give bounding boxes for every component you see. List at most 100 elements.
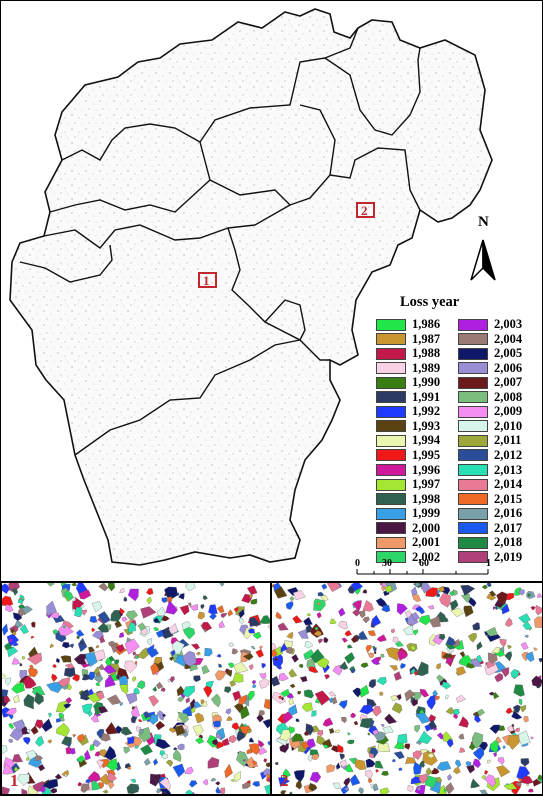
loss-patch (30, 635, 34, 639)
loss-patch (520, 758, 530, 767)
loss-patch (21, 788, 28, 794)
legend-swatch (458, 333, 488, 346)
legend-year-label: 2,005 (494, 346, 523, 361)
loss-patch (173, 747, 178, 751)
loss-patch (61, 642, 70, 649)
loss-patch (323, 636, 329, 643)
loss-patch (201, 701, 208, 707)
legend-swatch (376, 420, 406, 433)
loss-patch (353, 720, 359, 726)
loss-patch (396, 693, 402, 701)
loss-patch (106, 758, 118, 771)
loss-patch (107, 641, 116, 647)
loss-patch (415, 712, 431, 724)
legend-year-label: 1,990 (412, 375, 441, 390)
loss-patch (229, 680, 237, 688)
loss-patch (218, 663, 223, 668)
loss-patch (526, 591, 536, 599)
legend-year-label: 2,007 (494, 375, 523, 390)
loss-patch (31, 621, 36, 628)
loss-patch (182, 650, 197, 667)
loss-patch (498, 725, 506, 731)
legend-swatch (376, 333, 406, 346)
loss-patch (149, 714, 159, 725)
loss-patch (156, 681, 164, 690)
loss-patch (63, 667, 76, 678)
legend-year-label: 2,006 (494, 360, 523, 375)
loss-patch (384, 713, 398, 725)
loss-patch (236, 751, 249, 767)
loss-patch (157, 710, 165, 721)
loss-patch (4, 695, 11, 704)
loss-patch (258, 739, 265, 748)
legend-swatch (458, 434, 488, 447)
loss-patch (80, 689, 91, 701)
prefecture-border (199, 27, 359, 143)
legend-year-label: 2,000 (412, 520, 441, 535)
scale-tick-label: 60 (419, 558, 429, 569)
loss-patch (459, 747, 466, 753)
loss-patch (228, 642, 235, 647)
loss-patch (359, 704, 374, 715)
loss-patch (514, 727, 520, 733)
loss-patch (2, 763, 15, 775)
loss-patch (200, 604, 205, 610)
loss-patch (106, 694, 122, 705)
loss-patch (91, 779, 101, 791)
loss-patch (23, 693, 35, 710)
loss-patch (292, 733, 305, 743)
loss-patch (326, 583, 342, 592)
loss-patch (337, 744, 344, 753)
prefecture-border (19, 244, 113, 283)
loss-patch (139, 728, 144, 735)
legend-year-label: 2,002 (412, 549, 441, 564)
legend-swatch (458, 493, 488, 506)
loss-patch (476, 708, 486, 717)
loss-patch (314, 626, 319, 631)
prefecture-border (74, 339, 301, 456)
loss-patch (69, 643, 74, 649)
loss-patch (210, 778, 217, 782)
loss-patch (52, 664, 57, 668)
loss-patch (212, 739, 219, 746)
loss-patch (58, 623, 74, 636)
loss-patch (322, 744, 329, 749)
loss-patch (89, 744, 95, 752)
inset-2-label: 2 (280, 771, 289, 790)
loss-patch (42, 778, 59, 790)
loss-patch (372, 729, 379, 736)
loss-patch (60, 655, 72, 663)
loss-patch (381, 770, 389, 776)
loss-patch (30, 725, 39, 735)
loss-patch (471, 658, 482, 667)
loss-patch (527, 593, 531, 597)
loss-patch (77, 782, 82, 787)
loss-patch (125, 610, 139, 621)
loss-patch (123, 746, 131, 754)
loss-patch (489, 724, 500, 735)
loss-patch (251, 760, 258, 766)
loss-patch (341, 717, 347, 724)
loss-patch (522, 621, 533, 630)
loss-patch (313, 630, 322, 637)
loss-patch (412, 750, 422, 760)
loss-patch (175, 724, 186, 737)
loss-patch (466, 764, 475, 774)
loss-patch (146, 588, 154, 596)
loss-patch (211, 693, 221, 708)
loss-patch (259, 615, 270, 624)
loss-patch (324, 674, 330, 680)
loss-patch (404, 743, 411, 750)
loss-patch (25, 749, 38, 760)
legend-swatch (458, 376, 488, 389)
loss-patch (418, 614, 431, 626)
loss-patch (311, 753, 320, 761)
loss-patch (487, 652, 498, 664)
loss-patch (46, 600, 57, 617)
loss-patch (202, 778, 209, 786)
loss-patch (35, 736, 45, 747)
loss-patch (118, 632, 125, 638)
loss-patch (77, 734, 85, 742)
loss-patch (368, 778, 373, 784)
legend-item: 1,988 (376, 346, 440, 361)
